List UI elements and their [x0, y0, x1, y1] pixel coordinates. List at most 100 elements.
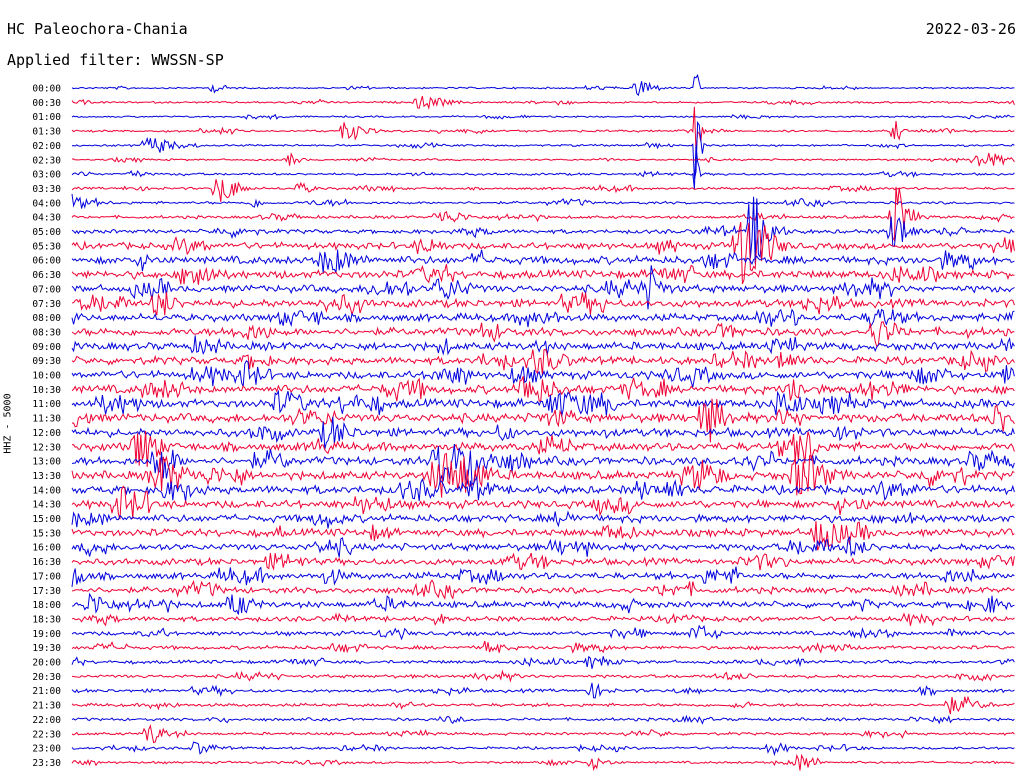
row-time-label: 18:30 [32, 614, 61, 625]
row-time-label: 11:00 [32, 399, 61, 410]
trace-line [71, 535, 1015, 558]
trace-line [71, 348, 1015, 375]
trace-line [71, 196, 1015, 264]
trace-line [71, 335, 1015, 356]
trace-line [71, 452, 1015, 498]
trace-line [71, 95, 1015, 110]
row-time-label: 09:00 [32, 342, 61, 353]
trace-line [71, 152, 1015, 167]
trace-line [71, 724, 1015, 744]
row-time-label: 23:30 [32, 758, 61, 769]
trace-line [71, 640, 1015, 654]
row-time-label: 22:00 [32, 715, 61, 726]
row-time-label: 15:00 [32, 514, 61, 525]
row-time-label: 17:00 [32, 571, 61, 582]
row-time-label: 16:00 [32, 543, 61, 554]
row-time-label: 08:30 [32, 327, 61, 338]
row-time-label: 01:30 [32, 127, 61, 138]
trace-line [71, 521, 1015, 551]
date-label: 2022-03-26 [925, 20, 1016, 38]
row-time-label: 13:00 [32, 457, 61, 468]
trace-line [71, 376, 1015, 402]
row-time-label: 09:30 [32, 356, 61, 367]
trace-line [71, 552, 1015, 571]
trace-line [71, 566, 1015, 587]
trace-line [71, 592, 1015, 615]
row-time-label: 07:00 [32, 284, 61, 295]
trace-line [71, 475, 1015, 502]
trace-line [71, 360, 1015, 388]
trace-line [71, 753, 1015, 772]
trace-line [71, 430, 1015, 467]
row-time-label: 00:00 [32, 84, 61, 95]
row-time-label: 20:00 [32, 658, 61, 669]
trace-line [71, 120, 1015, 180]
trace-line [71, 624, 1015, 641]
trace-line [71, 714, 1015, 725]
trace-line [71, 249, 1015, 275]
row-time-label: 20:30 [32, 672, 61, 683]
trace-line [71, 265, 1015, 310]
row-time-label: 14:30 [32, 500, 61, 511]
row-time-label: 21:30 [32, 701, 61, 712]
row-time-label: 12:30 [32, 442, 61, 453]
row-time-label: 07:30 [32, 299, 61, 310]
row-time-label: 11:30 [32, 414, 61, 425]
trace-line [71, 416, 1015, 450]
trace-line [71, 321, 1015, 349]
trace-line [71, 106, 1015, 151]
row-time-label: 19:00 [32, 629, 61, 640]
row-time-label: 18:00 [32, 600, 61, 611]
trace-line [71, 73, 1015, 97]
trace-line [71, 695, 1015, 715]
trace-line [71, 485, 1015, 520]
row-time-label: 13:30 [32, 471, 61, 482]
trace-line [71, 264, 1015, 285]
row-time-label: 03:00 [32, 170, 61, 181]
trace-line [71, 579, 1015, 600]
row-time-label: 17:30 [32, 586, 61, 597]
trace-line [71, 145, 1015, 189]
filter-label: Applied filter: WWSSN-SP [7, 51, 224, 69]
trace-line [71, 741, 1015, 757]
row-time-label: 04:00 [32, 198, 61, 209]
trace-line [71, 179, 1015, 202]
trace-line [71, 291, 1015, 317]
trace-line [71, 113, 1015, 121]
trace-line [71, 682, 1015, 699]
row-time-label: 04:30 [32, 213, 61, 224]
row-time-label: 12:00 [32, 428, 61, 439]
row-time-label: 03:30 [32, 184, 61, 195]
trace-line [71, 308, 1015, 328]
row-time-label: 02:00 [32, 141, 61, 152]
row-time-label: 02:30 [32, 155, 61, 166]
trace-line [71, 443, 1015, 485]
trace-line [71, 194, 1015, 209]
row-time-label: 10:30 [32, 385, 61, 396]
trace-line [71, 669, 1015, 683]
row-time-label: 16:30 [32, 557, 61, 568]
row-time-label: 06:30 [32, 270, 61, 281]
trace-line [71, 655, 1015, 669]
row-time-label: 06:00 [32, 256, 61, 267]
row-time-label: 22:30 [32, 729, 61, 740]
station-title: HC Paleochora-Chania [7, 20, 188, 38]
trace-line [71, 398, 1015, 443]
trace-line [71, 510, 1015, 529]
row-time-label: 05:30 [32, 241, 61, 252]
trace-line [71, 186, 1015, 243]
row-time-label: 08:00 [32, 313, 61, 324]
trace-line [71, 221, 1015, 285]
row-time-label: 01:00 [32, 112, 61, 123]
row-time-label: 00:30 [32, 98, 61, 109]
row-time-label: 10:00 [32, 371, 61, 382]
row-time-label: 21:00 [32, 686, 61, 697]
trace-line [71, 612, 1015, 627]
row-time-label: 05:00 [32, 227, 61, 238]
row-time-label: 23:00 [32, 744, 61, 755]
trace-line [71, 389, 1015, 417]
row-time-label: 15:30 [32, 528, 61, 539]
row-time-label: 19:30 [32, 643, 61, 654]
row-time-label: 14:00 [32, 485, 61, 496]
